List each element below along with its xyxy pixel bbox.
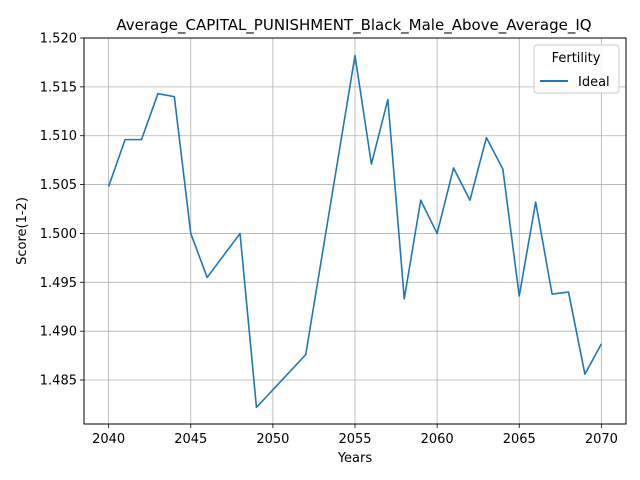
y-axis-ticks: 1.485 1.490 1.495 1.500 1.505 1.510 1.515 1.520 (40, 32, 84, 389)
x-tick-label: 2040 (92, 432, 125, 447)
chart-title: Average_CAPITAL_PUNISHMENT_Black_Male_Ab… (116, 16, 591, 35)
legend-label-ideal: Ideal (578, 75, 610, 90)
x-tick-label: 2065 (503, 432, 536, 447)
y-tick-label: 1.510 (40, 129, 77, 144)
x-axis-ticks: 2040 2045 2050 2055 2060 2065 2070 (92, 424, 618, 447)
x-axis-label: Years (337, 451, 373, 466)
y-tick-label: 1.495 (40, 276, 77, 291)
y-tick-label: 1.515 (40, 80, 77, 95)
legend-title: Fertility (552, 51, 601, 66)
y-axis-label: Score(1-2) (15, 197, 30, 265)
plot-lines (107, 54, 603, 409)
y-tick-label: 1.505 (40, 178, 77, 193)
y-tick-label: 1.500 (40, 227, 77, 242)
series-line-ideal (107, 54, 603, 409)
y-tick-label: 1.485 (40, 374, 77, 389)
y-tick-label: 1.490 (40, 325, 77, 340)
x-tick-label: 2070 (585, 432, 618, 447)
x-tick-label: 2045 (174, 432, 207, 447)
x-tick-label: 2060 (421, 432, 454, 447)
x-tick-label: 2050 (256, 432, 289, 447)
y-tick-label: 1.520 (40, 32, 77, 47)
x-tick-label: 2055 (338, 432, 371, 447)
legend: Fertility Ideal (533, 44, 620, 94)
